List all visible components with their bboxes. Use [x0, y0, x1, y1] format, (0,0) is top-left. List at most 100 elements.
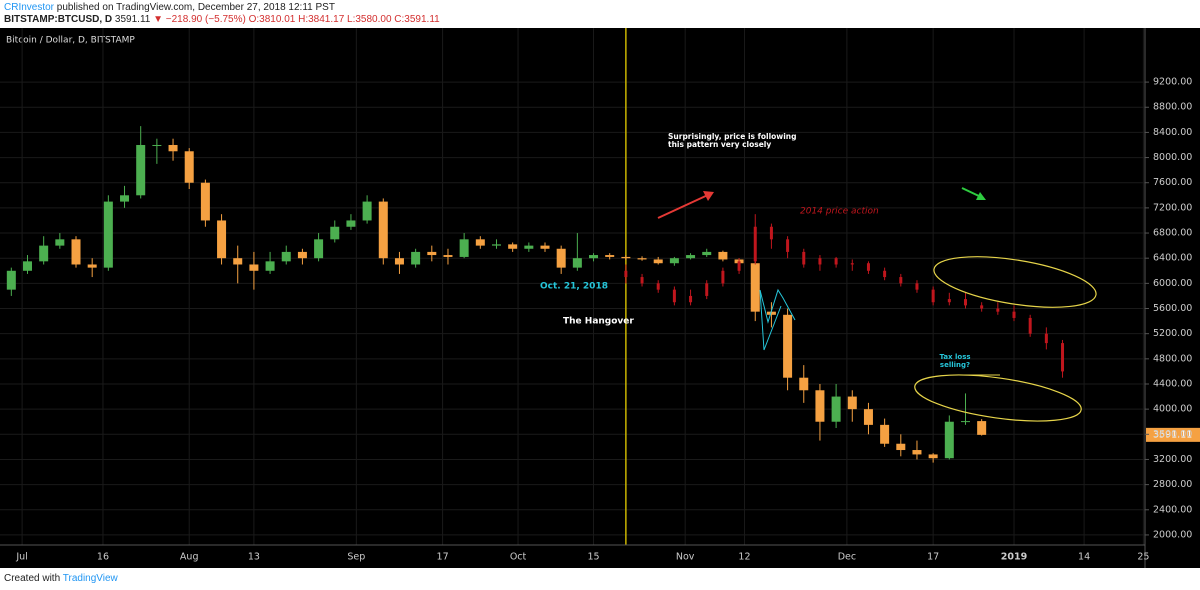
- y-tick-label: 8800.00: [1153, 102, 1192, 113]
- candle-body: [200, 182, 210, 221]
- candle-body: [947, 299, 951, 303]
- candle-body: [217, 220, 227, 259]
- candle-body: [378, 201, 388, 259]
- candle-body: [721, 270, 725, 284]
- published: published on TradingView.com, December 2…: [56, 2, 335, 13]
- candle-body: [753, 226, 757, 262]
- candle-body: [362, 201, 372, 221]
- y-tick-label: 6800.00: [1153, 228, 1192, 239]
- arrow: [657, 193, 711, 219]
- candle-body: [880, 424, 890, 444]
- y-tick-label: 6400.00: [1153, 253, 1192, 264]
- y-tick-label: 4400.00: [1153, 378, 1192, 389]
- candle-body: [834, 258, 838, 265]
- y-tick-label: 4000.00: [1153, 404, 1192, 415]
- x-tick-label: Dec: [838, 552, 856, 563]
- y-tick-label: 3200.00: [1153, 454, 1192, 465]
- candle-body: [847, 396, 857, 410]
- candle-body: [686, 255, 696, 259]
- candle-body: [491, 244, 501, 246]
- candle-body: [346, 220, 356, 227]
- candle-body: [656, 283, 660, 290]
- candle-body: [427, 251, 437, 256]
- publish-line: CRInvestor published on TradingView.com,…: [4, 2, 1200, 14]
- candle-body: [605, 255, 615, 257]
- candle-body: [152, 144, 162, 146]
- candle-body: [1028, 317, 1032, 334]
- last-price-tag: [1146, 427, 1200, 442]
- candle-body: [330, 226, 340, 240]
- x-tick-label: Oct: [510, 552, 527, 563]
- change: ▼ −218.90 (−5.75%): [153, 14, 246, 25]
- candle-body: [672, 289, 676, 303]
- candle-body: [737, 261, 741, 271]
- x-tick-label: 15: [587, 552, 599, 563]
- x-tick-label: Nov: [676, 552, 695, 563]
- candle-body: [980, 305, 984, 309]
- x-tick-label: 17: [437, 552, 449, 563]
- x-tick-label: Aug: [180, 552, 199, 563]
- ellipse: [914, 374, 1082, 422]
- x-tick-label: 2019: [1001, 552, 1027, 563]
- y-tick-label: 2400.00: [1153, 504, 1192, 515]
- drawings: [657, 187, 1097, 422]
- x-tick-label: Jul: [15, 552, 27, 563]
- candle-body: [705, 283, 709, 296]
- pattern: [759, 289, 782, 351]
- publisher[interactable]: CRInvestor: [4, 2, 55, 13]
- y-tick-label: 8400.00: [1153, 127, 1192, 138]
- candle-body: [637, 258, 647, 260]
- candle-body: [786, 239, 790, 252]
- annotation: this pattern very closely: [668, 140, 771, 149]
- y-tick-label: 7600.00: [1153, 177, 1192, 188]
- ohlc: O:3810.01 H:3841.17 L:3580.00 C:3591.11: [248, 14, 440, 25]
- candle-body: [71, 239, 81, 265]
- candle-body: [896, 443, 906, 451]
- candle-body: [475, 239, 485, 246]
- brand[interactable]: TradingView: [62, 573, 118, 584]
- annotation: selling?: [940, 361, 970, 369]
- candle-body: [168, 144, 178, 152]
- y-tick-label: 5200.00: [1153, 328, 1192, 339]
- x-tick-label: Sep: [347, 552, 365, 563]
- annotation: Oct. 21, 2018: [540, 282, 608, 292]
- candle-body: [815, 390, 825, 422]
- y-tick-label: 2800.00: [1153, 479, 1192, 490]
- x-tick-label: 25: [1137, 552, 1149, 563]
- candle-body: [899, 277, 903, 284]
- candle-body: [783, 314, 793, 378]
- candle-body: [55, 239, 65, 246]
- y-tick-label: 4800.00: [1153, 353, 1192, 364]
- arrowhead: [976, 192, 986, 200]
- candle-body: [818, 258, 822, 265]
- candle-body: [996, 308, 1000, 312]
- candle-body: [524, 245, 534, 249]
- candle-body: [931, 289, 935, 303]
- candle-body: [802, 251, 806, 265]
- candle-body: [556, 248, 566, 268]
- candle-body: [863, 409, 873, 425]
- candle-body: [87, 264, 97, 268]
- candle-body: [120, 195, 130, 202]
- candle-body: [977, 421, 987, 435]
- candle-body: [621, 256, 631, 259]
- candle-body: [459, 239, 469, 257]
- candle-body: [799, 377, 809, 391]
- candle-body: [702, 251, 712, 256]
- annotation: 2014 price action: [800, 207, 879, 217]
- x-tick-label: 17: [927, 552, 939, 563]
- candle-body: [233, 258, 243, 265]
- pattern: [759, 288, 796, 324]
- candle-body: [928, 454, 938, 459]
- footer: Created with TradingView: [0, 568, 1200, 590]
- candle-body: [718, 251, 728, 260]
- candle-body: [669, 258, 679, 264]
- candle-body: [22, 261, 32, 271]
- created: Created with: [4, 573, 61, 584]
- candle-body: [831, 396, 841, 422]
- candle-body: [103, 201, 113, 268]
- candle-body: [508, 244, 518, 249]
- candle-body: [572, 258, 582, 268]
- last-price-label: 3591.11: [1153, 429, 1192, 440]
